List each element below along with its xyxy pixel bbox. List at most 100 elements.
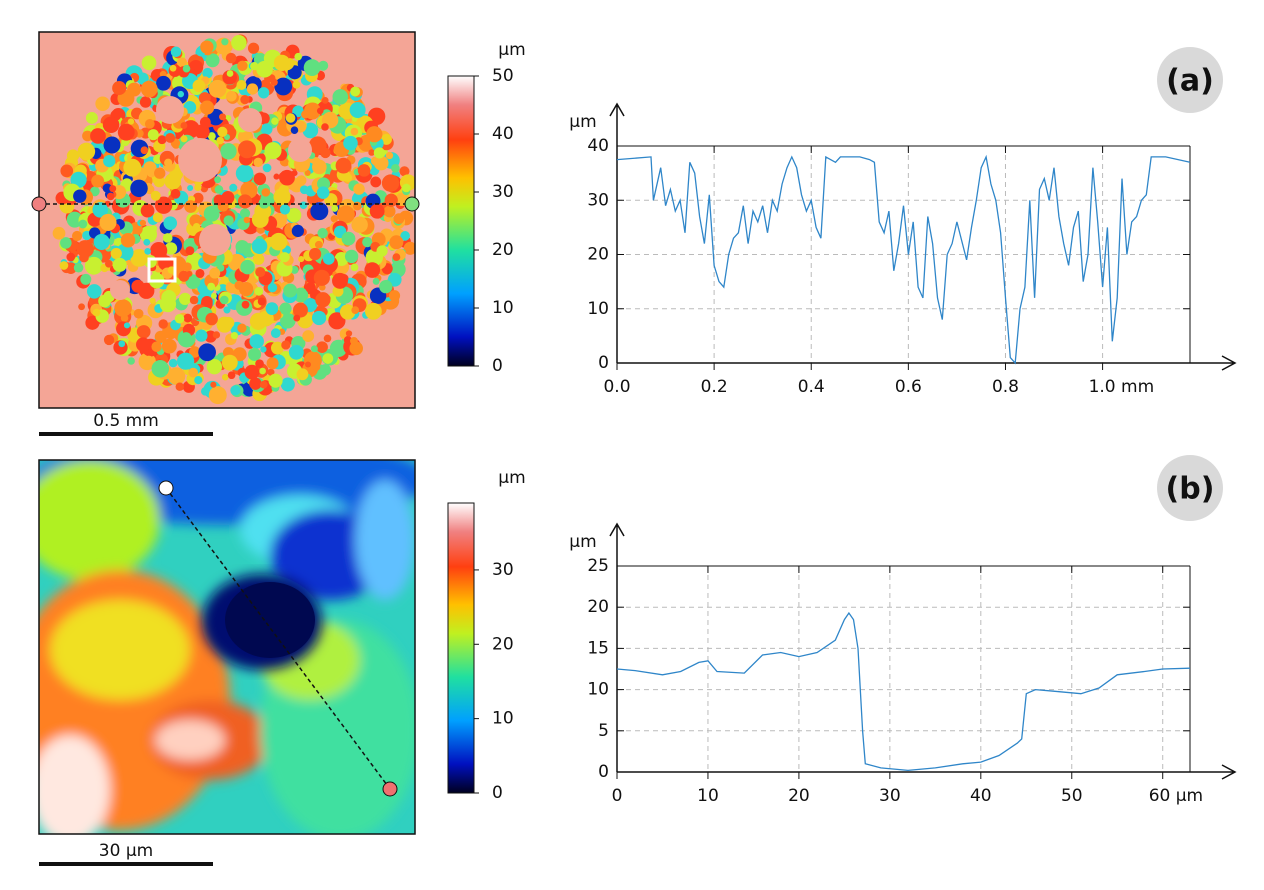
x-tick-label: 0.4 bbox=[798, 377, 825, 397]
texture bbox=[140, 203, 155, 218]
texture bbox=[210, 292, 217, 299]
texture bbox=[316, 341, 328, 353]
texture bbox=[322, 353, 334, 364]
texture bbox=[84, 256, 103, 275]
texture bbox=[393, 213, 405, 225]
texture bbox=[349, 101, 366, 119]
texture bbox=[212, 331, 221, 339]
texture bbox=[205, 312, 218, 326]
texture bbox=[239, 281, 254, 297]
texture bbox=[85, 315, 100, 330]
texture bbox=[279, 169, 295, 186]
scale-bar-label: 30 µm bbox=[99, 841, 153, 861]
texture bbox=[402, 183, 411, 193]
texture bbox=[219, 295, 229, 305]
y-unit: µm bbox=[569, 532, 596, 552]
texture bbox=[339, 304, 356, 320]
texture bbox=[164, 158, 173, 167]
texture bbox=[133, 308, 144, 319]
texture bbox=[153, 175, 166, 188]
texture bbox=[200, 386, 210, 396]
texture bbox=[102, 183, 112, 193]
colorbar bbox=[447, 75, 475, 367]
x-tick-label: 0 bbox=[612, 786, 623, 806]
texture bbox=[352, 201, 362, 211]
texture bbox=[279, 252, 290, 263]
y-tick-label: 30 bbox=[587, 190, 609, 210]
texture bbox=[230, 385, 241, 396]
texture bbox=[294, 52, 302, 61]
texture bbox=[238, 108, 262, 132]
texture bbox=[235, 164, 254, 183]
texture bbox=[265, 302, 279, 315]
texture bbox=[214, 185, 224, 194]
texture bbox=[383, 205, 396, 218]
texture bbox=[271, 341, 284, 355]
colorbar bbox=[447, 502, 475, 794]
texture bbox=[293, 314, 301, 322]
texture bbox=[259, 367, 266, 375]
texture bbox=[292, 105, 304, 118]
texture bbox=[298, 256, 305, 263]
texture bbox=[159, 70, 167, 78]
texture bbox=[144, 248, 151, 255]
texture bbox=[70, 171, 87, 188]
texture bbox=[77, 142, 96, 161]
texture bbox=[313, 269, 330, 286]
texture bbox=[321, 97, 329, 104]
texture bbox=[198, 343, 216, 362]
texture bbox=[357, 164, 371, 177]
texture bbox=[231, 35, 247, 51]
texture bbox=[151, 341, 162, 352]
panel-label: (b) bbox=[1166, 472, 1215, 507]
texture bbox=[237, 140, 256, 159]
texture bbox=[316, 186, 330, 199]
texture bbox=[127, 82, 142, 97]
texture bbox=[292, 80, 301, 89]
texture bbox=[192, 222, 201, 231]
texture bbox=[78, 219, 88, 229]
x-tick-label: 0.6 bbox=[895, 377, 922, 397]
texture bbox=[373, 147, 385, 159]
texture bbox=[185, 274, 201, 290]
texture bbox=[293, 302, 308, 318]
texture bbox=[388, 290, 401, 302]
profile-end bbox=[382, 781, 398, 797]
texture bbox=[380, 133, 392, 145]
texture bbox=[260, 346, 267, 353]
x-tick-label: 30 bbox=[879, 786, 901, 806]
texture bbox=[384, 193, 398, 207]
texture bbox=[177, 352, 195, 370]
x-tick-label: 0.8 bbox=[992, 377, 1019, 397]
texture bbox=[207, 132, 216, 141]
texture bbox=[244, 364, 260, 380]
texture bbox=[189, 295, 199, 305]
texture bbox=[208, 79, 227, 98]
texture bbox=[206, 359, 223, 375]
texture bbox=[281, 340, 291, 350]
texture bbox=[103, 334, 115, 346]
texture bbox=[189, 346, 201, 358]
texture bbox=[308, 247, 322, 261]
texture bbox=[305, 282, 316, 293]
texture bbox=[112, 81, 127, 96]
texture bbox=[271, 117, 279, 125]
texture bbox=[304, 169, 311, 176]
texture bbox=[151, 360, 170, 378]
texture bbox=[362, 236, 373, 248]
texture bbox=[273, 173, 280, 180]
texture bbox=[399, 166, 410, 177]
texture bbox=[130, 179, 148, 198]
texture bbox=[288, 138, 312, 162]
texture bbox=[240, 181, 258, 199]
texture bbox=[229, 183, 238, 192]
texture bbox=[195, 268, 205, 279]
texture bbox=[109, 185, 117, 193]
texture bbox=[391, 163, 400, 173]
texture bbox=[221, 191, 235, 205]
texture bbox=[232, 347, 247, 362]
texture bbox=[180, 332, 192, 343]
texture bbox=[303, 59, 321, 76]
colorbar-tick-label: 10 bbox=[492, 298, 514, 318]
texture bbox=[312, 363, 321, 371]
